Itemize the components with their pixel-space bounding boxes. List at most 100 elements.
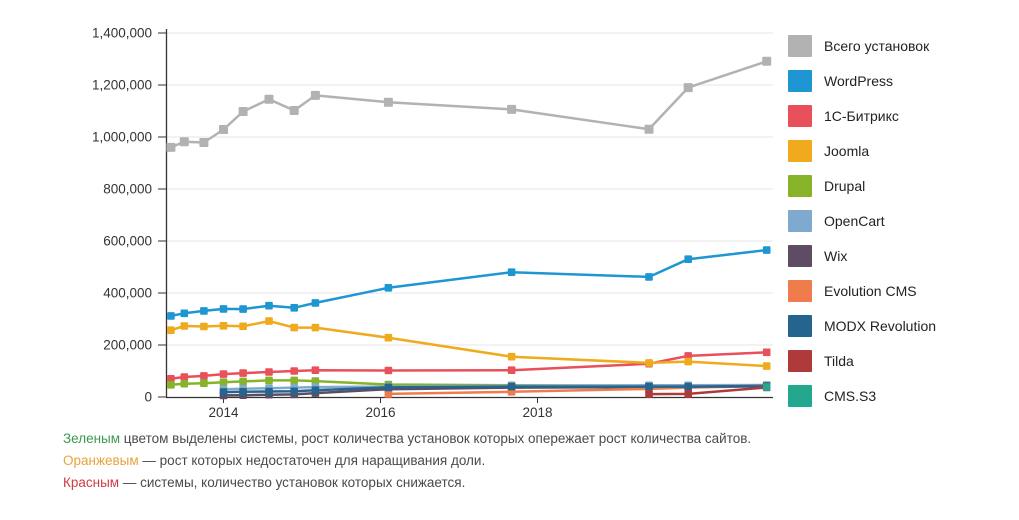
data-point-marker: [289, 106, 299, 115]
data-point-marker: [762, 246, 771, 254]
data-point-marker: [199, 138, 209, 147]
legend-swatch-wix: [788, 244, 812, 267]
legend-item-wix[interactable]: Wix: [788, 238, 1013, 273]
legend-label: Joomla: [824, 142, 870, 159]
legend-swatch-modx-revolution: [788, 314, 812, 337]
data-point-marker: [290, 367, 298, 375]
data-point-marker: [239, 377, 247, 386]
color-notes: Зеленым цветом выделены системы, рост ко…: [63, 428, 751, 494]
data-point-marker: [167, 312, 175, 320]
data-point-marker: [219, 378, 228, 386]
data-point-marker: [219, 370, 228, 378]
data-point-marker: [507, 352, 516, 361]
legend-label: MODX Revolution: [824, 317, 937, 334]
note-text: — рост которых недостаточен для наращива…: [138, 453, 486, 468]
data-point-marker: [239, 305, 247, 313]
series-wordpress: [167, 246, 771, 320]
legend-item-wordpress[interactable]: WordPress: [788, 63, 1013, 98]
x-tick-label: 2014: [208, 405, 239, 420]
data-point-marker: [290, 304, 298, 312]
y-tick-label: 600,000: [103, 234, 152, 249]
data-point-marker: [384, 366, 393, 375]
data-point-marker: [219, 125, 228, 134]
data-point-marker: [200, 379, 208, 387]
data-point-marker: [265, 368, 273, 376]
data-point-marker: [507, 268, 516, 276]
legend-item-joomla[interactable]: Joomla: [788, 133, 1013, 168]
data-point-marker: [507, 104, 517, 114]
legend-item-drupal[interactable]: Drupal: [788, 168, 1013, 203]
series-line: [169, 319, 768, 368]
chart-legend: Всего установок WordPress 1С-Битрикс Joomla…: [788, 28, 1013, 413]
data-point-marker: [645, 273, 653, 281]
y-tick-label: 200,000: [103, 338, 152, 353]
data-point-marker: [507, 382, 516, 391]
y-tick-label: 0: [144, 390, 152, 405]
note-color-word: Красным: [63, 475, 120, 490]
data-point-marker: [265, 301, 273, 310]
data-point-marker: [384, 284, 393, 292]
data-point-marker: [383, 97, 393, 107]
data-point-marker: [219, 388, 228, 396]
legend-label: Tilda: [824, 352, 854, 369]
note-color-word: Оранжевым: [63, 453, 139, 468]
data-point-marker: [238, 107, 248, 116]
legend-label: CMS.S3: [824, 387, 877, 404]
data-point-marker: [644, 124, 654, 134]
color-note-line: Зеленым цветом выделены системы, рост ко…: [63, 428, 751, 450]
y-tick-label: 800,000: [103, 182, 152, 197]
legend-item-1c-bitrix[interactable]: 1С-Битрикс: [788, 98, 1013, 133]
data-point-marker: [180, 373, 189, 381]
data-point-marker: [290, 387, 298, 396]
legend-swatch-tilda: [788, 349, 812, 372]
data-point-marker: [310, 90, 320, 100]
data-point-marker: [311, 323, 320, 332]
y-axis: 1,400,000 1,200,000 1,000,000 800,000 600,00…: [92, 26, 168, 405]
data-point-marker: [166, 142, 176, 152]
data-point-marker: [290, 323, 298, 332]
y-tick-label: 1,400,000: [92, 26, 152, 41]
data-point-marker: [264, 94, 274, 104]
data-point-marker: [311, 299, 320, 307]
data-point-marker: [384, 383, 393, 392]
legend-swatch-wordpress: [788, 69, 812, 92]
legend-swatch-evolution-cms: [788, 279, 812, 302]
legend-label: OpenCart: [824, 212, 885, 229]
data-point-marker: [167, 381, 175, 389]
legend-swatch-cms-s3: [788, 384, 812, 407]
legend-label: Всего установок: [824, 37, 930, 54]
y-tick-label: 1,200,000: [92, 78, 152, 93]
data-point-marker: [180, 309, 189, 318]
legend-swatch-1c-bitrix: [788, 104, 812, 127]
series-line: [222, 385, 768, 394]
data-point-marker: [200, 322, 208, 331]
legend-item-opencart[interactable]: OpenCart: [788, 203, 1013, 238]
data-point-marker: [290, 376, 298, 385]
color-note-line: Красным — системы, количество установок …: [63, 472, 751, 494]
data-point-marker: [762, 56, 772, 66]
legend-swatch-opencart: [788, 209, 812, 232]
data-point-marker: [384, 390, 393, 398]
legend-item-cms-s3[interactable]: CMS.S3: [788, 378, 1013, 413]
legend-swatch-drupal: [788, 174, 812, 197]
series-line: [169, 60, 768, 149]
x-tick-label: 2016: [365, 405, 395, 420]
data-point-marker: [684, 357, 692, 366]
data-point-marker: [311, 386, 320, 394]
legend-item-modx-revolution[interactable]: MODX Revolution: [788, 308, 1013, 343]
series-1c-bitrix: [167, 348, 771, 383]
legend-item-evolution-cms[interactable]: Evolution CMS: [788, 273, 1013, 308]
data-point-marker: [645, 382, 653, 391]
data-point-marker: [180, 379, 189, 388]
legend-label: Evolution CMS: [824, 282, 917, 299]
legend-item-total-installs[interactable]: Всего установок: [788, 28, 1013, 63]
data-point-marker: [311, 366, 320, 374]
data-point-marker: [179, 137, 189, 147]
data-point-marker: [683, 83, 693, 93]
x-axis: 2014 2016 2018: [166, 396, 773, 420]
legend-item-tilda[interactable]: Tilda: [788, 343, 1013, 378]
data-point-marker: [219, 322, 228, 330]
data-point-marker: [200, 372, 208, 380]
data-point-marker: [762, 383, 771, 391]
